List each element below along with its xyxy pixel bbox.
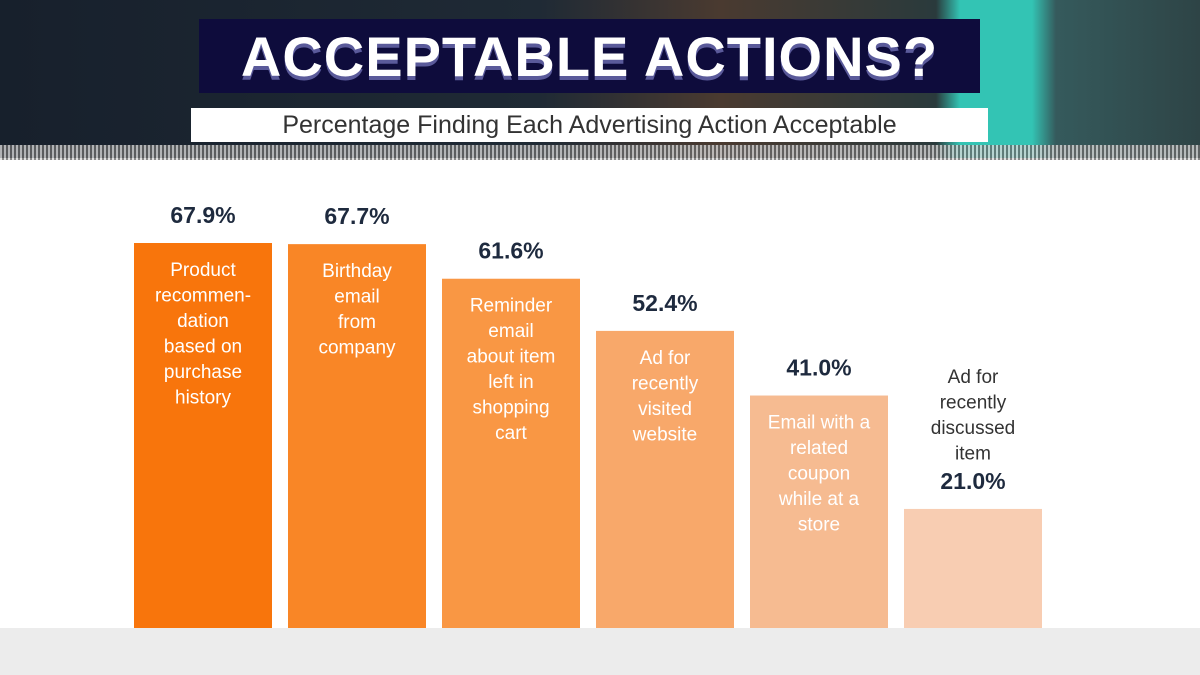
category-label: Reminder email about item left in shopping ca…: [467, 296, 556, 445]
value-label: 61.6%: [478, 238, 543, 264]
header-divider: [0, 145, 1200, 160]
category-label: Birthday email from company: [318, 261, 396, 359]
value-label: 67.7%: [324, 203, 389, 229]
title-banner: ACCEPTABLE ACTIONS?: [199, 19, 980, 93]
bar: [596, 330, 734, 628]
category-label: Ad for recently discussed item: [931, 367, 1016, 465]
chart-title: ACCEPTABLE ACTIONS?: [240, 24, 939, 88]
value-label: 21.0%: [940, 468, 1005, 494]
category-label: Ad for recently visited website: [632, 348, 699, 446]
category-label: Product recommen-dation based on purchase hi…: [155, 260, 251, 409]
bar: [750, 395, 888, 628]
value-label: 52.4%: [632, 290, 697, 316]
bar: [134, 243, 272, 628]
bar: [288, 244, 426, 629]
chart-subtitle: Percentage Finding Each Advertising Acti…: [282, 110, 897, 139]
baseline-band: [0, 628, 1200, 675]
subtitle-banner: Percentage Finding Each Advertising Acti…: [191, 108, 988, 142]
bar: [904, 508, 1042, 628]
category-label: Email with a related coupon while at a store: [768, 413, 871, 536]
bar: [442, 278, 580, 628]
value-label: 41.0%: [786, 355, 851, 381]
value-label: 67.9%: [170, 202, 235, 228]
